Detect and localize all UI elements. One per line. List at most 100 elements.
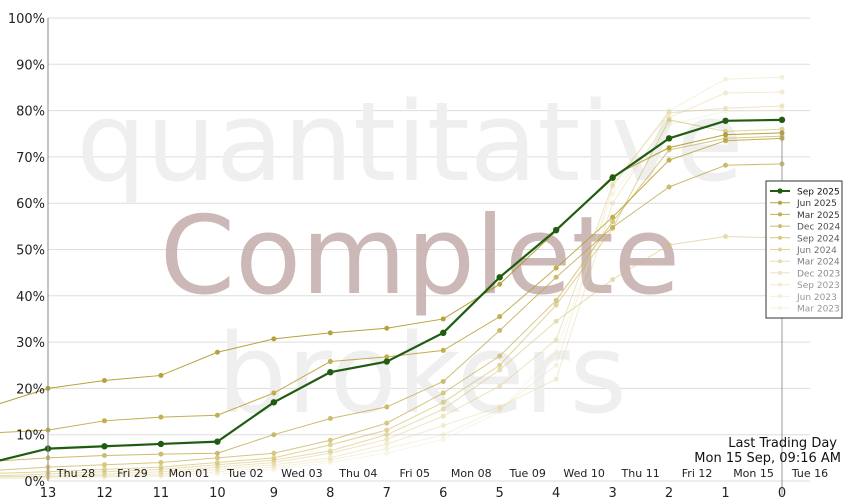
data-point: [610, 224, 616, 230]
y-tick-label: 60%: [16, 197, 45, 212]
data-point: [384, 420, 390, 426]
data-point: [553, 274, 559, 280]
data-point: [327, 437, 333, 443]
data-point: [440, 316, 446, 322]
data-point: [665, 135, 673, 142]
data-point: [440, 390, 446, 396]
legend-item: Mar 2023: [770, 305, 840, 315]
data-point: [610, 182, 616, 188]
y-tick-label: 0%: [24, 475, 45, 490]
legend-label: Mar 2023: [797, 305, 840, 315]
data-point: [158, 414, 164, 420]
data-point: [158, 451, 164, 457]
legend-label: Mar 2025: [797, 211, 840, 221]
data-point: [497, 404, 503, 410]
data-point: [779, 89, 785, 95]
watermark-complete: Complete: [160, 194, 681, 319]
date-label: Tue 02: [226, 467, 263, 480]
data-point: [214, 438, 221, 445]
data-point: [384, 404, 390, 410]
x-tick-label: 13: [40, 486, 57, 500]
data-point: [553, 376, 559, 382]
data-point: [158, 473, 164, 479]
data-point: [271, 466, 277, 472]
data-point: [610, 200, 616, 206]
legend-label: Jun 2023: [796, 293, 837, 303]
data-point: [497, 362, 503, 368]
data-point: [327, 442, 333, 448]
legend-label: Jun 2024: [796, 246, 837, 256]
data-point: [610, 191, 616, 197]
legend-item: Dec 2024: [770, 223, 840, 233]
legend-item: Sep 2024: [770, 234, 840, 244]
legend-label: Mar 2024: [797, 258, 840, 268]
x-tick-label: 11: [153, 486, 170, 500]
data-point: [327, 368, 334, 376]
date-label: Thu 11: [621, 467, 660, 480]
x-tick-label: 5: [496, 486, 504, 500]
data-point: [440, 347, 446, 353]
date-label: Thu 28: [56, 467, 95, 480]
data-point: [497, 353, 503, 359]
data-point: [101, 378, 107, 384]
legend-item: Jun 2023: [770, 293, 837, 303]
data-point: [158, 372, 164, 378]
data-point: [440, 399, 446, 405]
legend-item: Mar 2024: [770, 258, 840, 268]
x-tick-label: 8: [326, 486, 334, 500]
legend-swatch-marker: [778, 259, 782, 264]
watermark-brokers: brokers: [217, 310, 627, 438]
data-point: [158, 464, 164, 470]
data-point: [609, 174, 616, 181]
data-point: [101, 453, 107, 459]
y-tick-label: 40%: [16, 290, 45, 305]
date-label: Mon 08: [451, 467, 492, 480]
data-point: [497, 367, 503, 373]
data-point: [440, 406, 446, 412]
x-tick-label: 9: [270, 486, 278, 500]
series-mar-2025: [0, 135, 785, 433]
data-point: [327, 455, 333, 461]
legend-swatch-marker: [778, 212, 782, 217]
data-point: [271, 455, 277, 461]
data-point: [214, 450, 220, 456]
x-tick-label: 3: [608, 486, 616, 500]
data-point: [440, 378, 446, 384]
data-point: [553, 348, 559, 354]
data-point: [497, 328, 503, 334]
data-point: [327, 359, 333, 365]
data-point: [271, 432, 277, 438]
data-point: [271, 450, 277, 456]
legend-label: Jun 2025: [796, 199, 837, 209]
watermark: quantitative brokers Complete: [76, 78, 743, 438]
legend-swatch-marker: [778, 235, 782, 240]
data-point: [666, 145, 672, 151]
data-point: [101, 466, 107, 472]
date-label: Tue 09: [509, 467, 546, 480]
x-tick-label: 12: [96, 486, 113, 500]
data-point: [666, 242, 672, 248]
legend-swatch-marker: [778, 247, 782, 252]
x-tick-label: 7: [383, 486, 391, 500]
legend-label: Dec 2024: [797, 223, 840, 233]
data-point: [723, 234, 729, 240]
watermark-quantitative: quantitative: [76, 78, 743, 206]
data-point: [384, 446, 390, 452]
series-line: [0, 110, 783, 480]
y-tick-label: 30%: [16, 336, 45, 351]
data-point: [101, 462, 107, 468]
data-point: [158, 472, 164, 478]
data-point: [723, 76, 729, 82]
legend-label: Sep 2023: [797, 281, 840, 291]
data-point: [553, 337, 559, 343]
y-tick-label: 70%: [16, 151, 45, 166]
last-trading-annotation: Last Trading Day Mon 15 Sep, 09:16 AM: [694, 436, 841, 466]
legend-swatch-marker: [778, 306, 782, 310]
data-point: [384, 432, 390, 438]
data-point: [214, 459, 220, 465]
data-point: [271, 336, 277, 342]
data-point: [101, 418, 107, 424]
data-point: [440, 422, 446, 428]
data-point: [723, 90, 729, 96]
data-point: [779, 108, 785, 114]
